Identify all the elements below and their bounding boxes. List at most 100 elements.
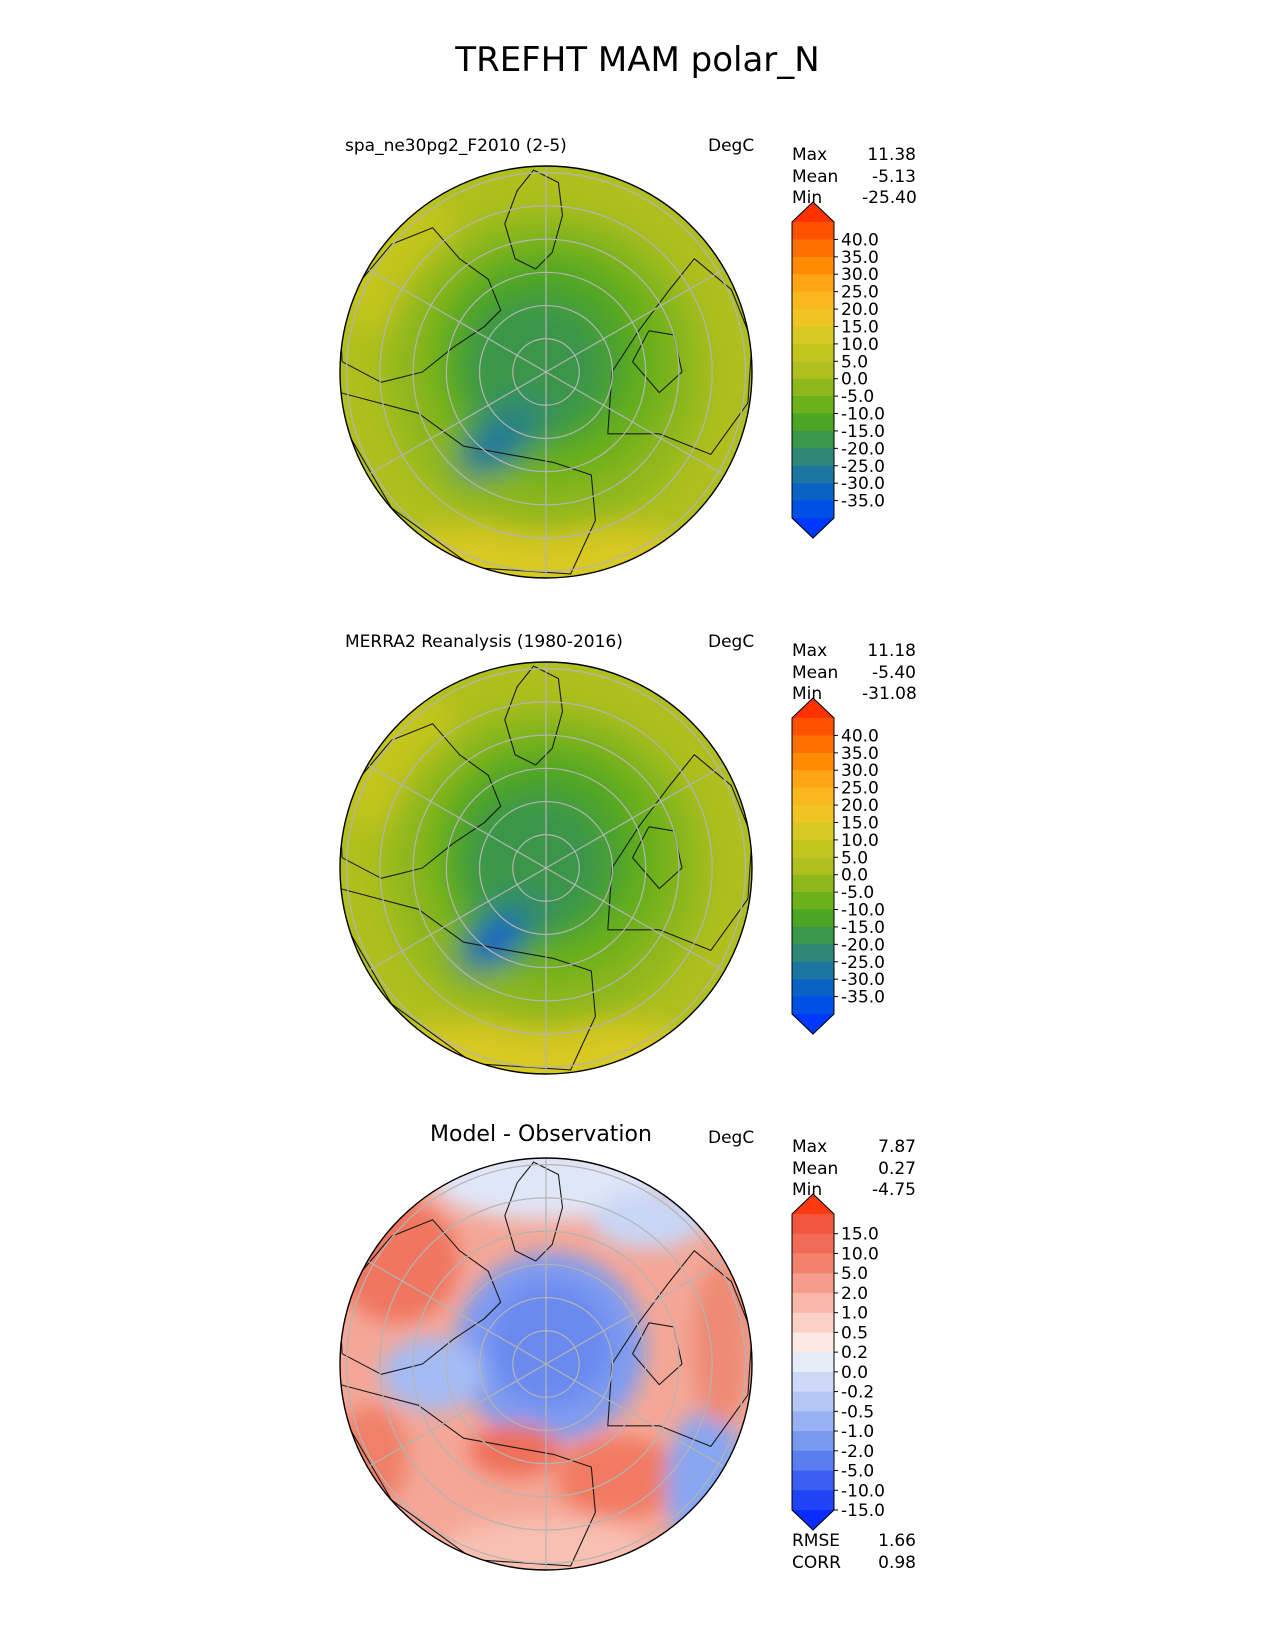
colorbar-tick-label: 0.0 [841,1363,868,1383]
colorbar-extend-bottom [792,1014,834,1034]
colorbar-segment [792,291,834,310]
colorbar-tick-label: 35.0 [841,744,879,764]
map-panel-reference: 40.035.030.025.020.015.010.05.00.0-5.0-1… [339,661,885,1075]
colorbar-segment [792,500,834,519]
map-border [339,1157,753,1571]
stat-label: Min [792,1180,823,1200]
stat-mean-value: -5.40 [872,662,916,683]
meridian-line [545,1260,725,1365]
coastline-path [504,665,564,766]
colorbar-tick-label: -1.0 [841,1422,874,1442]
colorbar-segment [792,1214,834,1235]
colorbar-segment [792,361,834,380]
stat-label: Max [792,1137,828,1157]
colorbar-tick-label: 1.0 [841,1304,868,1324]
rmse-value: 1.66 [878,1531,916,1551]
colorbar-segment [792,396,834,415]
colorbar-segment [792,222,834,240]
panel-test-units: DegC [708,136,755,156]
colorbar-segment [792,1490,834,1511]
colorbar-segment [792,718,834,736]
colorbar-segment [792,1470,834,1491]
meridian-line [367,1260,547,1365]
colorbar-segment [792,1312,834,1333]
map-border [339,165,753,579]
panel-reference-stats: Max 11.18 Mean -5.40 Min -31.08 [792,641,917,706]
colorbar-segment [792,483,834,502]
colorbar-segment [792,448,834,467]
stat-mean-value: -5.13 [872,166,916,187]
panel-difference-title: Model - Observation [430,1122,652,1147]
colorbar-segment [792,1292,834,1314]
stat-max-value: 11.38 [867,145,916,165]
colorbar-tick-label: 0.0 [841,866,868,886]
meridian-line [545,764,725,869]
colorbar-tick-label: 5.0 [841,352,868,372]
colorbar-tick-label: 30.0 [841,265,879,285]
colorbar-tick-label: 20.0 [841,300,879,320]
colorbar-segment [792,787,834,806]
colorbar-segment [792,1253,834,1274]
colorbar-tick-label: 15.0 [841,813,879,833]
colorbar-segment [792,1411,834,1432]
colorbar-segment [792,822,834,841]
meridian-line [545,867,725,972]
colorbar-tick-label: 25.0 [841,779,879,799]
map-border [339,661,753,1075]
colorbar-tick-label: -5.0 [841,387,874,407]
colorbar-segment [792,274,834,293]
colorbar-tick-label: 30.0 [841,761,879,781]
map-panel-test: 40.035.030.025.020.015.010.05.00.0-5.0-1… [339,165,885,579]
colorbar-segment [792,326,834,345]
meridian-line [545,1363,725,1468]
stat-min-value: -31.08 [862,684,917,704]
panel-reference-title: MERRA2 Reanalysis (1980-2016) [345,632,623,652]
colorbar-segment [792,944,834,963]
colorbar-tick-label: -25.0 [841,457,885,477]
colorbar-tick-label: -10.0 [841,901,885,921]
colorbar-segment [792,378,834,397]
colorbar: 40.035.030.025.020.015.010.05.00.0-5.0-1… [791,697,885,1035]
panel-test-title: spa_ne30pg2_F2010 (2-5) [345,136,567,156]
coastline-path [340,888,596,1071]
colorbar-outline [791,697,835,1035]
colorbar-tick-label: 0.2 [841,1343,868,1363]
meridian-line [367,764,547,869]
stat-max-value: 11.18 [867,641,916,661]
colorbar-tick-label: -25.0 [841,953,885,973]
colorbar-extend-bottom [792,1510,834,1530]
colorbar-tick-label: -15.0 [841,422,885,442]
colorbar-tick-label: 15.0 [841,317,879,337]
colorbar-segment [792,752,834,771]
stat-label: Max [792,641,828,661]
figure-title: TREFHT MAM polar_N [455,40,820,80]
colorbar: 15.010.05.02.01.00.50.20.0-0.2-0.5-1.0-2… [791,1193,885,1531]
graticule [346,1158,746,1570]
colorbar-tick-label: 10.0 [841,1244,879,1264]
colorbar-segment [792,839,834,858]
meridian-line [545,268,725,373]
stat-min-value: -25.40 [862,188,917,208]
meridian-line [367,268,547,373]
colorbar-tick-label: -2.0 [841,1442,874,1462]
stat-label: Mean [792,166,839,187]
graticule [346,662,746,1074]
colorbar-segment [792,961,834,980]
colorbar-segment [792,805,834,823]
colorbar-extend-top [792,202,834,222]
colorbar-segment [792,1450,834,1472]
metric-label: CORR [792,1552,841,1573]
colorbar-tick-label: 10.0 [841,831,879,851]
coastline-path [504,169,564,270]
metric-label: RMSE [792,1531,841,1551]
colorbar-segment [792,909,834,928]
colorbar-segment [792,1273,834,1294]
colorbar-segment [792,413,834,432]
coastline-path [340,1384,596,1567]
colorbar-segment [792,465,834,484]
colorbar-tick-label: -20.0 [841,439,885,459]
colorbar-tick-label: -30.0 [841,970,885,990]
colorbar-segment [792,239,834,258]
colorbar-segment [792,1233,834,1254]
